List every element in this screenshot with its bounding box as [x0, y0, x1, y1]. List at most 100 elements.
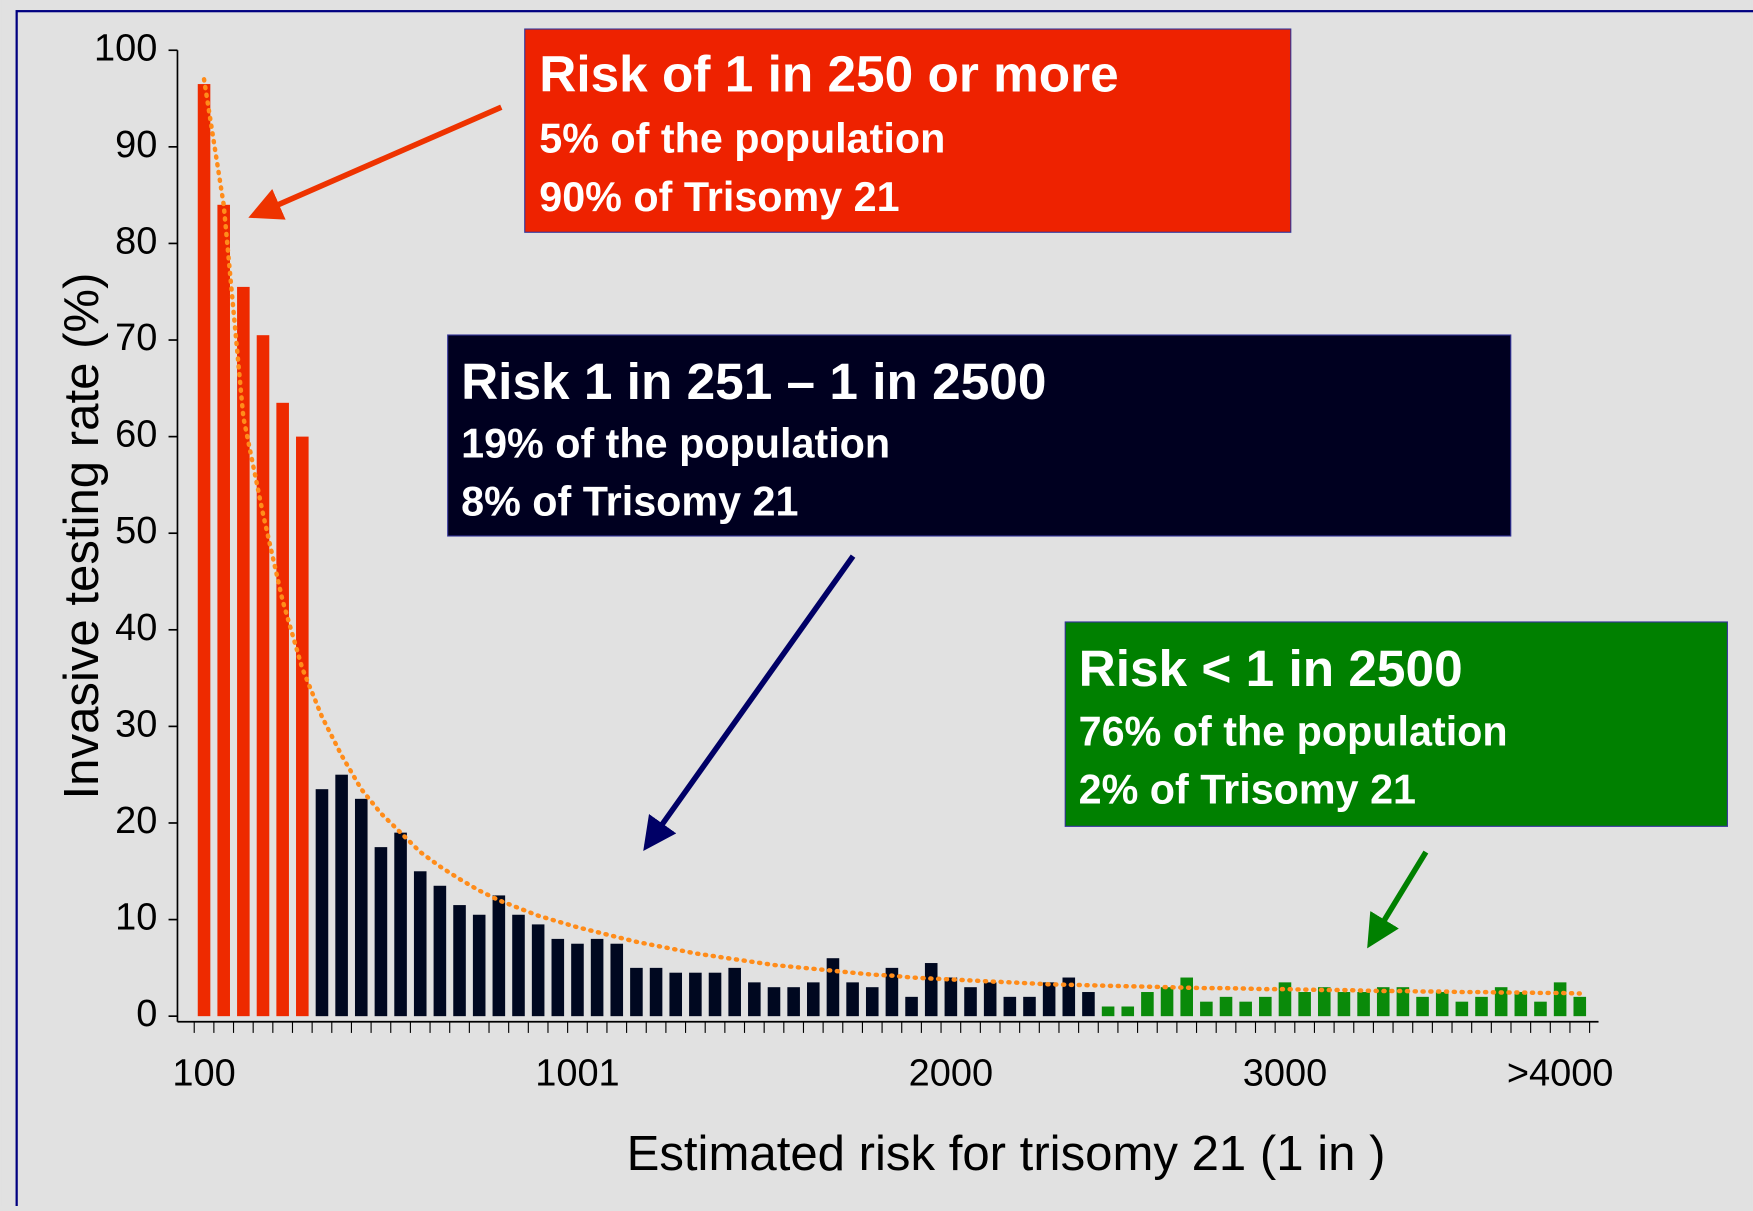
bar [964, 987, 977, 1017]
bar [1553, 982, 1567, 1017]
y-tick-label: 30 [115, 703, 157, 745]
bar [237, 286, 250, 1017]
bar [905, 996, 918, 1017]
bar [1337, 992, 1351, 1017]
bar [394, 832, 407, 1017]
bar [944, 977, 958, 1017]
bar [630, 967, 643, 1017]
trend-line [201, 77, 1583, 996]
bar [1219, 996, 1233, 1017]
bar [689, 972, 702, 1017]
bar [807, 982, 820, 1017]
y-axis-label: Invasive testing rate (%) [55, 273, 109, 800]
annotation-title: Risk 1 in 251 – 1 in 2500 [461, 353, 1046, 410]
bar [649, 967, 663, 1017]
bar [1101, 1006, 1115, 1017]
bar [1416, 996, 1429, 1017]
annotation-arrow [643, 554, 856, 851]
bar [413, 871, 427, 1017]
x-tick-label: 2000 [909, 1052, 993, 1094]
annotation-line: 5% of the population [539, 116, 945, 162]
bar [1003, 996, 1017, 1017]
x-tick-label: 1001 [535, 1052, 619, 1094]
bar [1141, 992, 1154, 1017]
x-axis-label: Estimated risk for trisomy 21 (1 in ) [627, 1127, 1386, 1181]
y-tick-label: 40 [115, 607, 157, 649]
y-tick-label: 60 [115, 414, 157, 456]
annotation-line: 2% of Trisomy 21 [1079, 767, 1416, 813]
y-tick-label: 100 [94, 27, 157, 69]
bar [256, 335, 270, 1017]
annotation-box [524, 28, 1292, 233]
annotation-box [447, 334, 1512, 537]
bar [1200, 1001, 1213, 1017]
bar [924, 963, 938, 1017]
bar [1317, 987, 1331, 1017]
bar [983, 982, 997, 1017]
bar [1435, 992, 1449, 1017]
bar [276, 402, 289, 1017]
bar [1376, 987, 1390, 1017]
y-tick-label: 20 [115, 800, 157, 842]
bar [610, 943, 624, 1017]
bar [354, 798, 368, 1017]
y-tick-label: 70 [115, 317, 157, 359]
bar [197, 84, 211, 1017]
bar [1573, 996, 1587, 1017]
bar [708, 972, 722, 1017]
bar [1396, 987, 1410, 1017]
bar [1357, 992, 1370, 1017]
bar [551, 938, 565, 1017]
bar [1534, 1001, 1547, 1017]
annotation-box [1064, 621, 1728, 827]
bar [590, 938, 604, 1017]
bar [846, 982, 859, 1017]
bar [217, 204, 230, 1017]
annotation-arrow [248, 104, 503, 220]
bar [453, 905, 466, 1017]
bar [1023, 996, 1036, 1017]
bar [1180, 977, 1193, 1017]
bar [296, 436, 309, 1017]
bar [374, 847, 388, 1017]
annotation-line: 76% of the population [1079, 709, 1508, 755]
bar [433, 885, 447, 1017]
bar [1475, 996, 1488, 1017]
annotation-title: Risk < 1 in 2500 [1079, 640, 1463, 697]
bar [787, 987, 800, 1017]
bar [315, 789, 329, 1017]
x-tick-label: 100 [172, 1052, 235, 1094]
bar [1042, 982, 1056, 1017]
bar [335, 774, 348, 1017]
bar [826, 958, 840, 1017]
y-tick-label: 50 [115, 510, 157, 552]
frame [15, 10, 1753, 1211]
bar [1239, 1001, 1252, 1017]
bar [1494, 987, 1508, 1017]
bar [1082, 992, 1095, 1017]
bar [865, 987, 879, 1017]
bar [531, 924, 545, 1017]
annotation-line: 8% of Trisomy 21 [461, 479, 798, 525]
bar [512, 914, 525, 1017]
bar [492, 895, 506, 1017]
bar [1121, 1006, 1135, 1017]
y-tick-label: 90 [115, 124, 157, 166]
bar [571, 943, 584, 1017]
x-tick-label: >4000 [1507, 1052, 1614, 1094]
bar [1160, 987, 1174, 1017]
bar [1455, 1001, 1469, 1017]
y-tick-label: 80 [115, 220, 157, 262]
y-tick-label: 0 [136, 993, 157, 1035]
annotation-line: 19% of the population [461, 421, 890, 467]
bar [1259, 996, 1272, 1017]
bar [1298, 992, 1311, 1017]
annotation-line: 90% of Trisomy 21 [539, 174, 899, 220]
x-tick-label: 3000 [1243, 1052, 1327, 1094]
bar [669, 972, 683, 1017]
bar [472, 914, 486, 1017]
annotation-arrow [1367, 850, 1429, 949]
bar [1062, 977, 1076, 1017]
